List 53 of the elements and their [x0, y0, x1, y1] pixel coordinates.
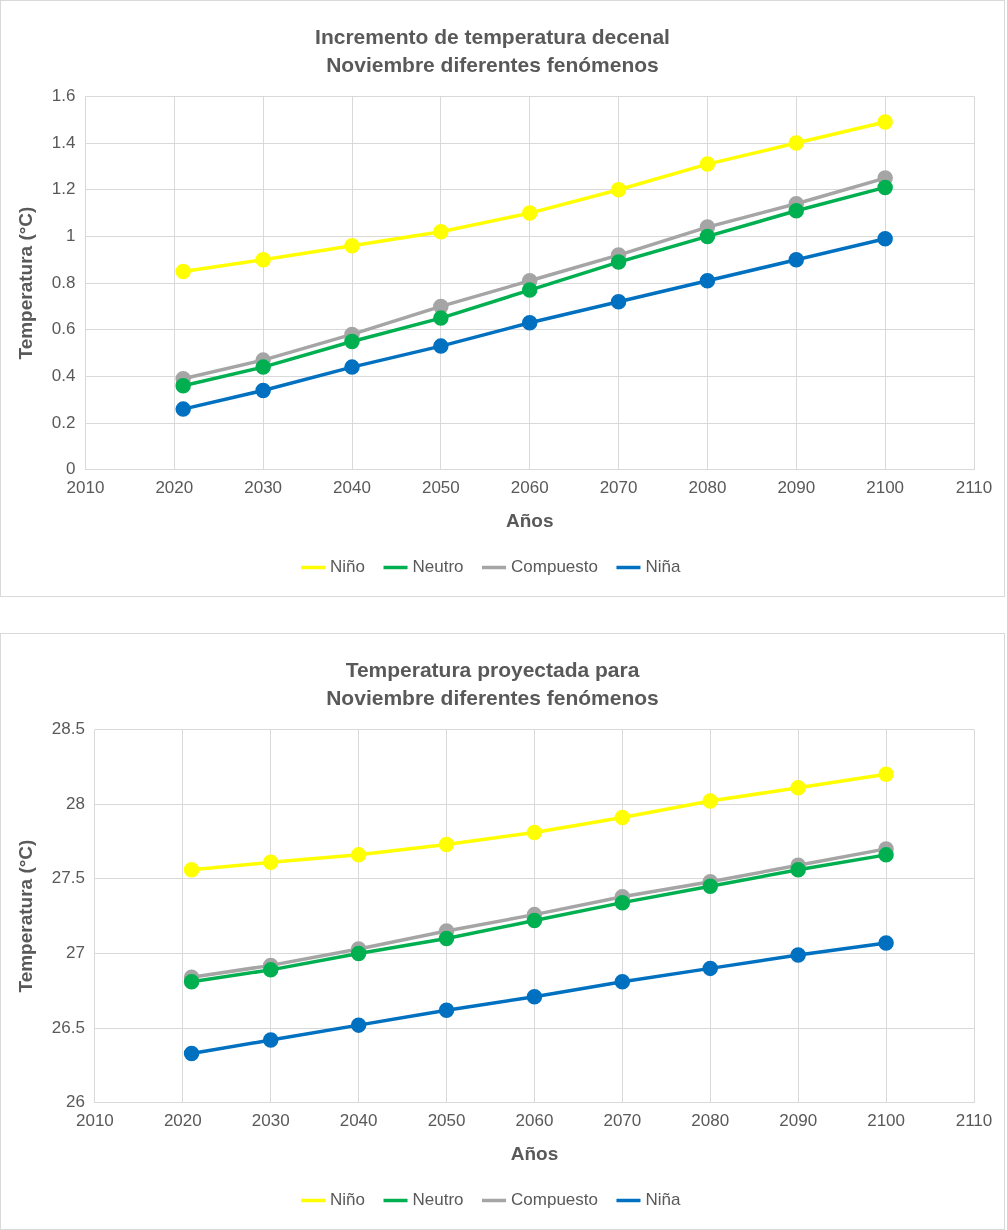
- x-tick-label: 2060: [510, 477, 549, 497]
- x-tick-label: 2080: [688, 477, 727, 497]
- x-tick-label: 2060: [515, 1110, 554, 1130]
- x-tick-label: 2010: [66, 477, 105, 497]
- x-tick-label: 2020: [155, 477, 194, 497]
- y-tick-label: 0.6: [51, 319, 76, 339]
- x-tick-label: 2050: [421, 477, 460, 497]
- chart-title: Incremento de temperatura decenal: [315, 25, 670, 49]
- x-tick-label: 2030: [251, 1110, 290, 1130]
- y-tick-label: 1.2: [51, 179, 76, 199]
- y-tick-label: 27.5: [51, 868, 85, 888]
- y-axis-title: Temperatura (°C): [14, 839, 36, 993]
- y-tick-label: 0.2: [51, 412, 76, 432]
- x-tick-label: 2100: [866, 477, 905, 497]
- y-tick-label: 1: [65, 226, 76, 246]
- legend-label: Neutro: [412, 557, 464, 577]
- y-tick-label: 1.4: [51, 132, 76, 152]
- x-tick-label: 2090: [777, 477, 816, 497]
- x-tick-label: 2070: [603, 1110, 642, 1130]
- legend-label: Compuesto: [511, 557, 598, 577]
- y-tick-label: 26: [65, 1092, 85, 1112]
- y-tick-label: 1.6: [51, 86, 76, 106]
- y-tick-label: 27: [65, 943, 85, 963]
- x-tick-label: 2080: [691, 1110, 730, 1130]
- x-tick-label: 2050: [427, 1110, 466, 1130]
- y-tick-label: 0.4: [51, 366, 76, 386]
- x-tick-label: 2010: [75, 1110, 114, 1130]
- y-tick-label: 0: [65, 459, 76, 479]
- y-tick-label: 28.5: [51, 719, 85, 739]
- x-tick-label: 2020: [163, 1110, 202, 1130]
- chart-subtitle: Noviembre diferentes fenómenos: [326, 52, 659, 76]
- legend-label: Niño: [330, 557, 366, 577]
- x-tick-label: 2040: [333, 477, 371, 497]
- x-tick-label: 2040: [339, 1110, 378, 1130]
- legend-label: Niña: [645, 1190, 681, 1210]
- x-tick-label: 2110: [955, 1110, 993, 1130]
- y-tick-label: 0.8: [51, 272, 76, 292]
- x-axis-title: Años: [510, 1142, 559, 1164]
- legend-label: Compuesto: [511, 1190, 598, 1210]
- x-tick-label: 2070: [599, 477, 638, 497]
- x-axis-title: Años: [505, 509, 554, 531]
- legend-label: Niño: [330, 1190, 366, 1210]
- legend-label: Neutro: [412, 1190, 464, 1210]
- y-axis-title: Temperatura (°C): [14, 206, 36, 360]
- legend-label: Niña: [645, 557, 681, 577]
- x-tick-label: 2090: [779, 1110, 818, 1130]
- chart-subtitle: Noviembre diferentes fenómenos: [326, 685, 659, 709]
- x-tick-label: 2110: [955, 477, 993, 497]
- y-tick-label: 28: [65, 793, 85, 813]
- x-tick-label: 2030: [244, 477, 283, 497]
- chart-title: Temperatura proyectada para: [345, 658, 640, 682]
- x-tick-label: 2100: [867, 1110, 905, 1130]
- y-tick-label: 26.5: [51, 1017, 85, 1037]
